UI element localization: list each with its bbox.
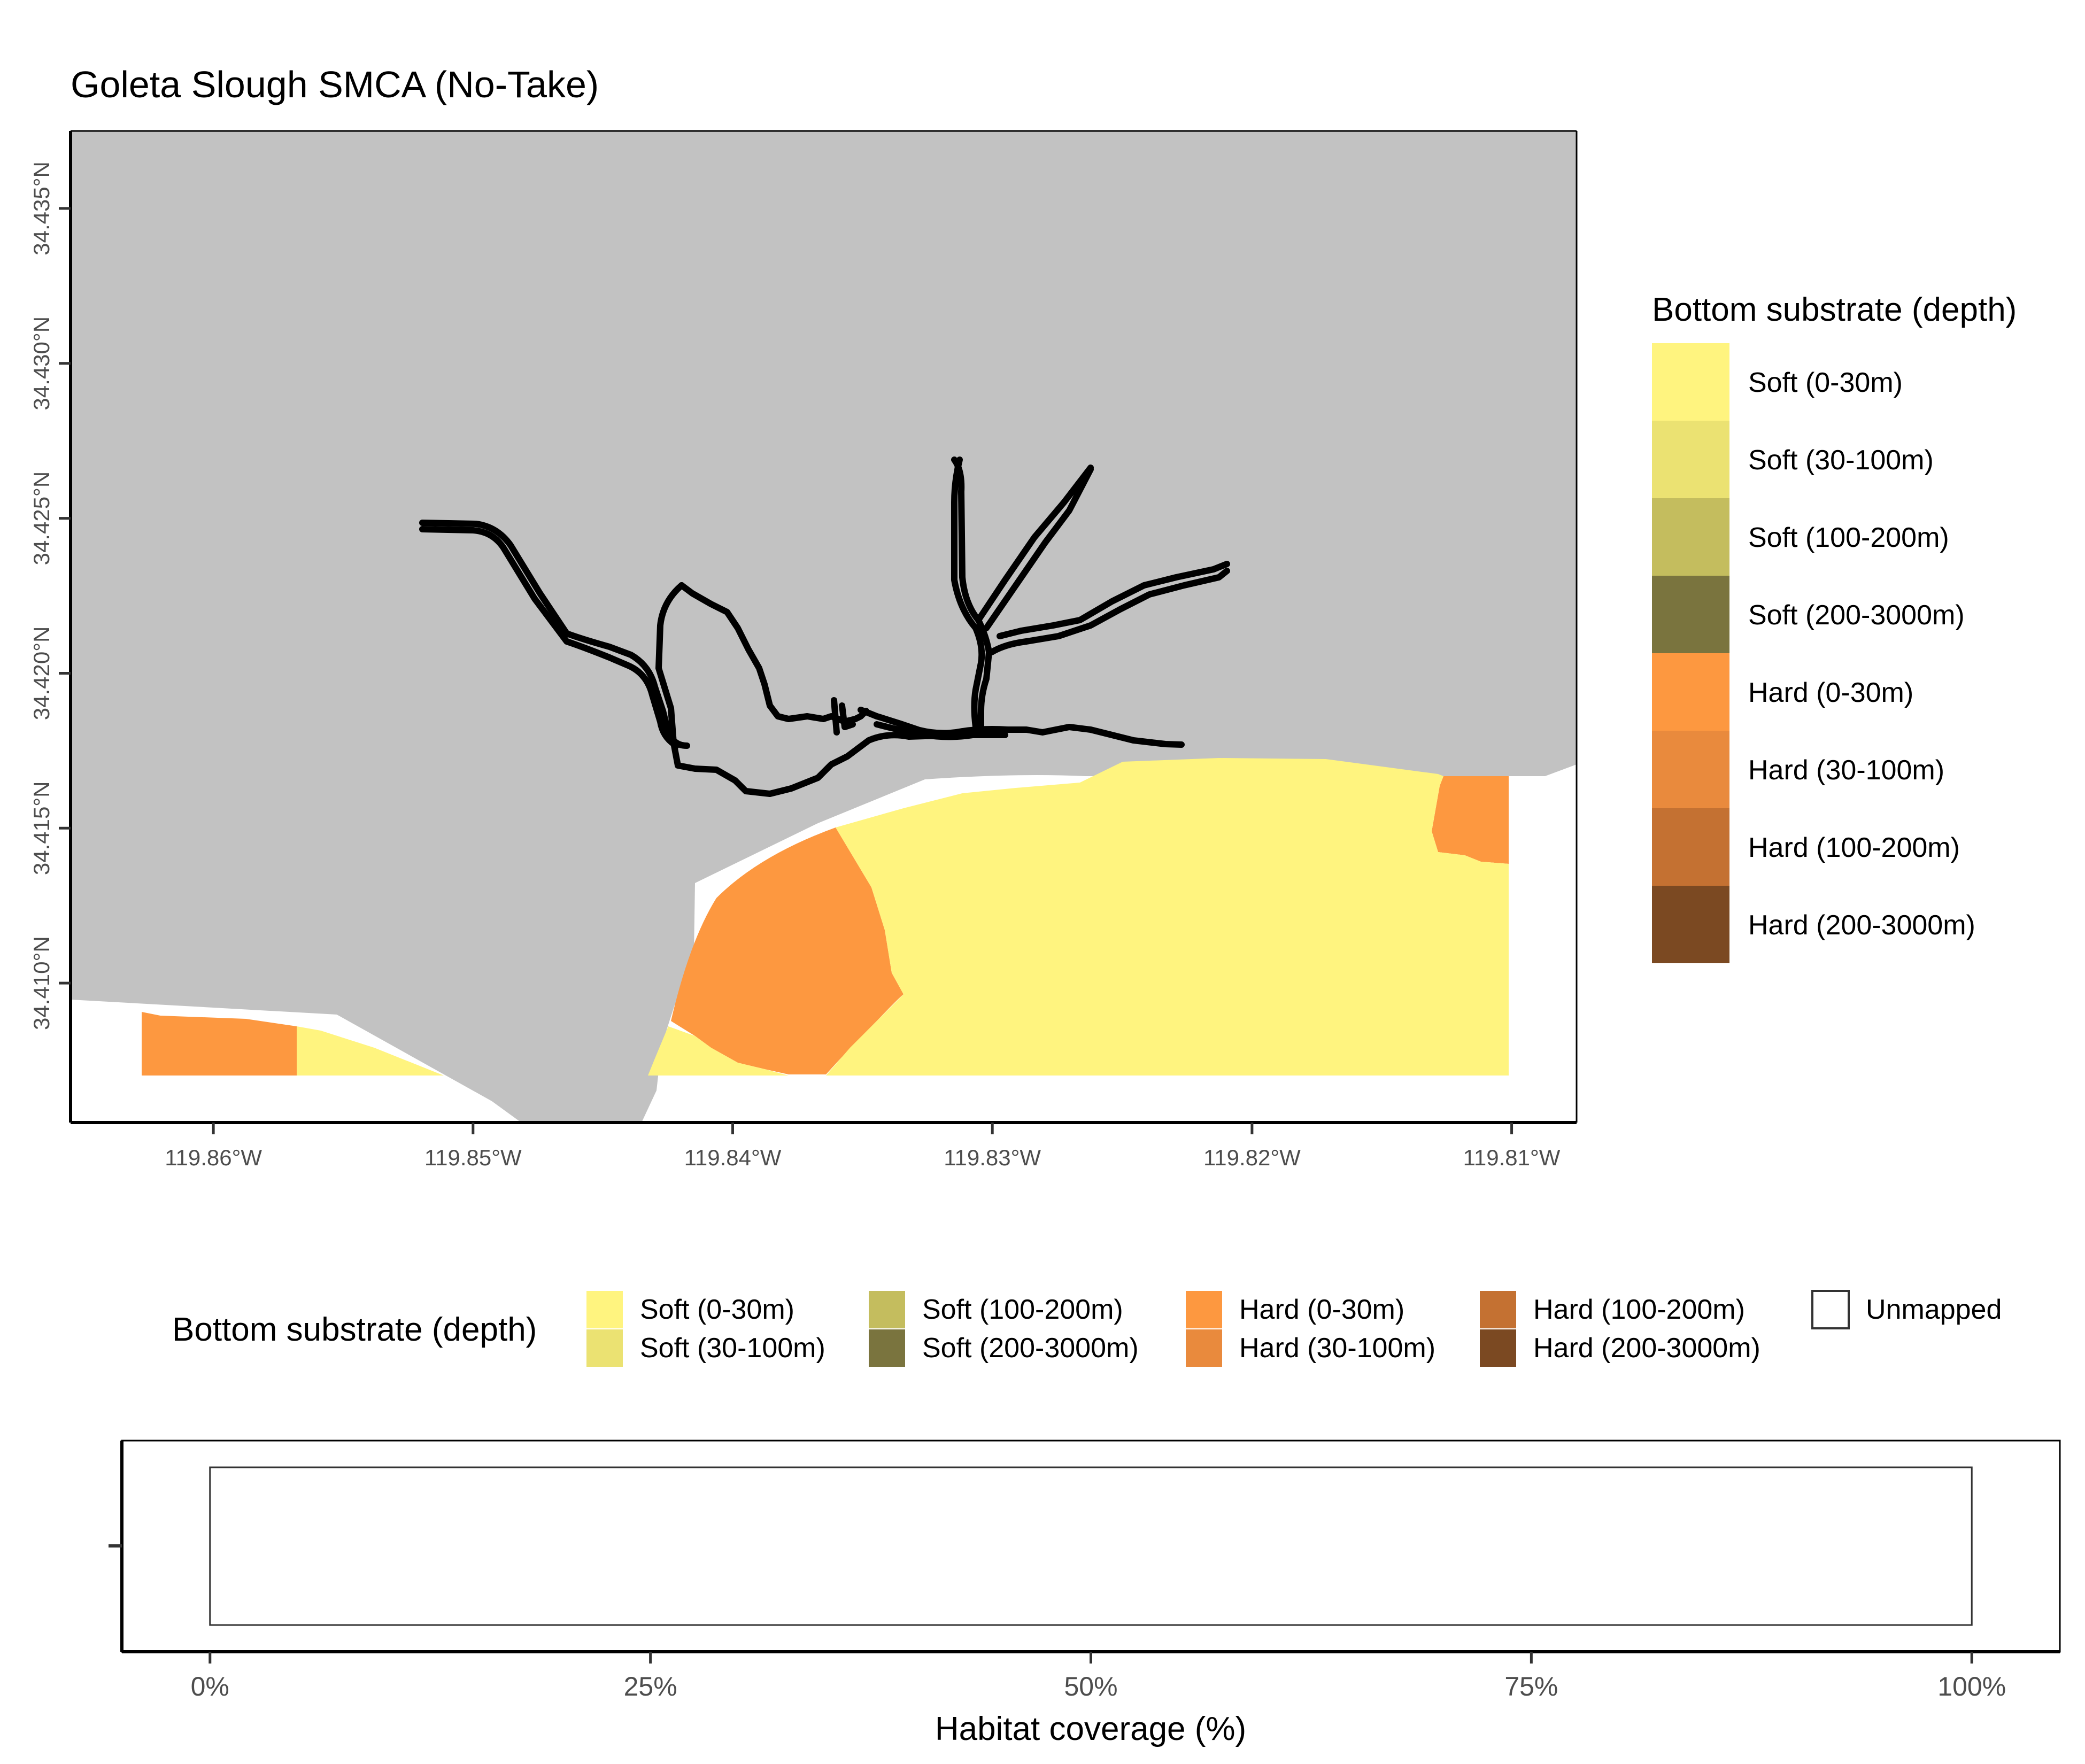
map-y-tick-label: 34.425°N (29, 471, 54, 566)
boundary-west-channel-inner (419, 526, 679, 749)
map-title: Goleta Slough SMCA (No-Take) (71, 64, 599, 105)
legend-right-swatch (1652, 808, 1729, 886)
legend-right-label: Soft (200-3000m) (1748, 600, 1965, 631)
map-x-tick-label: 119.82°W (1203, 1145, 1301, 1170)
legend-bottom-swatch (869, 1291, 905, 1328)
hard-patch-east (1432, 776, 1509, 864)
map-x-tick-label: 119.84°W (684, 1145, 782, 1170)
boundary-center-channel-inner (874, 721, 1008, 740)
map-y-tick-label: 34.430°N (29, 316, 54, 411)
map-axes (69, 130, 1578, 1124)
legend-bottom-swatch (1186, 1329, 1222, 1367)
map-x-tick-label: 119.81°W (1463, 1145, 1561, 1170)
legend-right-swatch (1652, 421, 1729, 498)
map-y-tick-label: 34.420°N (29, 626, 54, 721)
legend-bottom-label: Soft (0-30m) (640, 1294, 794, 1325)
legend-bottom-swatch (869, 1329, 905, 1367)
legend-right-swatch (1652, 576, 1729, 653)
map-y-tick-label: 34.415°N (29, 782, 54, 876)
legend-bottom-swatch (1811, 1290, 1850, 1329)
legend-bottom-title: Bottom substrate (depth) (172, 1311, 537, 1348)
legend-right-swatch (1652, 886, 1729, 963)
legend-right-label: Soft (30-100m) (1748, 445, 1934, 476)
legend-right-swatch (1652, 731, 1729, 808)
coverage-x-ticks: 0% 25% 50% 75% 100% (191, 1652, 2006, 1701)
legend-bottom-swatch (586, 1291, 623, 1328)
legend-right-label: Soft (0-30m) (1748, 367, 1903, 398)
map-y-tick-label: 34.435°N (29, 161, 54, 256)
coverage-x-tick-label: 25% (624, 1672, 677, 1701)
map-x-tick-label: 119.83°W (944, 1145, 1041, 1170)
legend-bottom-swatch (586, 1329, 623, 1367)
legend-bottom: Bottom substrate (depth) Soft (0-30m)Sof… (172, 1290, 2002, 1367)
map-panel: 119.86°W 119.85°W 119.84°W 119.83°W 119.82°W… (29, 130, 1578, 1170)
coverage-x-tick-label: 50% (1064, 1672, 1117, 1701)
map-x-ticks: 119.86°W 119.85°W 119.84°W 119.83°W 119.82°W… (165, 1123, 1561, 1170)
coverage-x-axis-title: Habitat coverage (%) (935, 1711, 1246, 1747)
legend-right-label: Soft (100-200m) (1748, 522, 1949, 553)
legend-bottom-label: Soft (200-3000m) (922, 1333, 1139, 1364)
coverage-chart: 0% 25% 50% 75% 100% Habitat coverage (%) (109, 1440, 2061, 1747)
legend-right-label: Hard (100-200m) (1748, 832, 1960, 863)
legend-bottom-swatch (1480, 1329, 1516, 1367)
legend-right-swatch (1652, 498, 1729, 576)
boundary-center-channel (858, 707, 1185, 748)
legend-bottom-label: Hard (30-100m) (1239, 1333, 1435, 1364)
legend-right-items: Soft (0-30m) Soft (30-100m) Soft (100-200m… (1652, 343, 1975, 963)
legend-right-swatch (1652, 343, 1729, 421)
mpa-boundary (419, 457, 1230, 797)
hard-patch-west (142, 1012, 297, 1076)
map-x-tick-label: 119.86°W (165, 1145, 262, 1170)
legend-bottom-label: Soft (30-100m) (640, 1333, 825, 1364)
legend-bottom-items: Soft (0-30m) Soft (30-100m) Soft (100-200m… (586, 1290, 2002, 1367)
hard-patch-center (671, 827, 904, 1074)
boundary-east-creek (997, 561, 1230, 639)
coverage-bars (209, 1466, 1973, 1626)
boundary-lagoon (655, 582, 982, 797)
legend-right-label: Hard (200-3000m) (1748, 910, 1975, 941)
coverage-x-tick-label: 0% (191, 1672, 229, 1701)
coverage-x-tick-label: 75% (1504, 1672, 1558, 1701)
legend-bottom-label: Unmapped (1866, 1294, 2002, 1325)
legend-right-label: Hard (0-30m) (1748, 677, 1913, 708)
map-layers (71, 131, 1577, 1123)
boundary-east-creek-inner (989, 568, 1230, 655)
legend-right-swatch (1652, 653, 1729, 731)
boundary-west-channel (419, 520, 690, 749)
legend-bottom-swatch (1186, 1291, 1222, 1328)
soft-patch-main (826, 758, 1509, 1076)
boundary-north-creek-inner (951, 457, 985, 730)
legend-bottom-label: Hard (0-30m) (1239, 1294, 1404, 1325)
boundary-creek-spur (831, 697, 856, 736)
legend-bottom-label: Hard (100-200m) (1533, 1294, 1745, 1325)
legend-bottom-label: Hard (200-3000m) (1533, 1333, 1760, 1364)
legend-right-label: Hard (30-100m) (1748, 755, 1944, 786)
hard-0-30m-patches (142, 776, 1509, 1076)
map-y-tick-label: 34.410°N (29, 936, 54, 1030)
boundary-ne-creek (975, 465, 1094, 623)
boundary-ne-creek-inner (983, 466, 1094, 631)
legend-bottom-swatch (1480, 1291, 1516, 1328)
coverage-x-tick-label: 100% (1937, 1672, 2006, 1701)
map-x-tick-label: 119.85°W (424, 1145, 522, 1170)
soft-patch-west (297, 1026, 444, 1076)
map-y-ticks: 34.410°N 34.415°N 34.420°N 34.425°N 34.430°N… (29, 161, 71, 1030)
legend-bottom-label: Soft (100-200m) (922, 1294, 1123, 1325)
legend-right: Bottom substrate (depth) Soft (0-30m)Sof… (1652, 291, 2017, 963)
land-area (71, 131, 1577, 1123)
coverage-bar (209, 1466, 1973, 1626)
soft-0-30m-patches (297, 758, 1509, 1076)
legend-right-title: Bottom substrate (depth) (1652, 291, 2017, 328)
soft-patch-inlet (648, 1026, 789, 1076)
